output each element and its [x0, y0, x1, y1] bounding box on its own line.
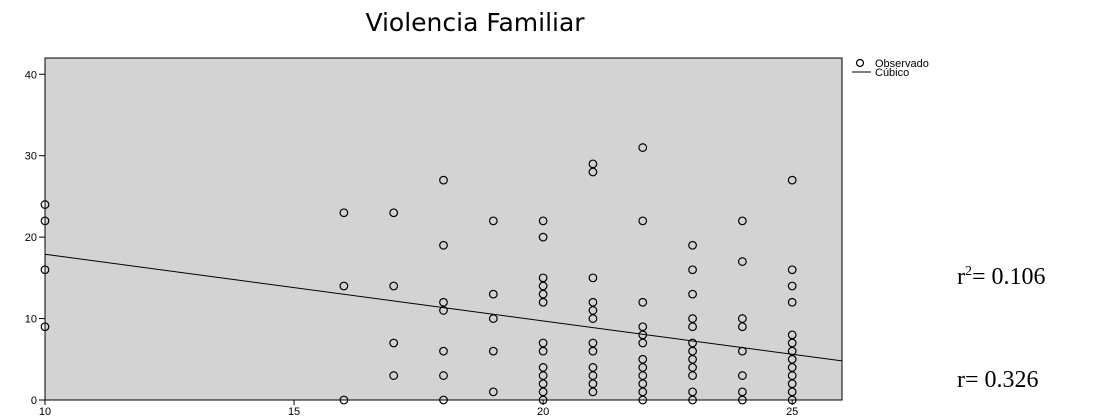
legend-label-cubico: Cúbico — [875, 67, 909, 79]
data-point — [737, 395, 747, 405]
data-point — [389, 281, 399, 291]
y-tick-label: 0 — [31, 395, 37, 407]
x-tick-label: 20 — [537, 406, 549, 418]
data-point — [439, 175, 448, 185]
data-point — [538, 346, 548, 356]
data-point — [588, 167, 598, 177]
data-point — [488, 314, 498, 323]
data-point — [488, 387, 498, 397]
data-point — [737, 216, 747, 226]
x-tick-label: 15 — [288, 406, 300, 418]
data-point — [737, 322, 747, 332]
data-point — [737, 257, 747, 266]
data-point — [787, 281, 797, 291]
data-points — [40, 143, 797, 405]
data-point — [40, 265, 50, 275]
y-tick-label: 30 — [25, 151, 37, 163]
r2-exponent: 2 — [965, 264, 972, 279]
y-tick-label: 10 — [25, 314, 37, 326]
chart-title: Violencia Familiar — [365, 8, 585, 37]
data-point — [787, 265, 797, 275]
r2-value: = 0.106 — [972, 264, 1046, 290]
data-point — [688, 240, 697, 250]
data-point — [638, 216, 648, 226]
data-point — [339, 208, 349, 218]
data-point — [787, 297, 797, 307]
data-point — [588, 273, 598, 283]
data-point — [638, 395, 648, 405]
data-point — [339, 281, 349, 291]
legend-label-observado: Observado — [875, 58, 929, 70]
fit-line — [44, 253, 843, 362]
data-point — [638, 338, 648, 348]
data-point — [339, 395, 349, 405]
data-point — [389, 338, 399, 348]
data-point — [389, 371, 399, 380]
data-point — [439, 240, 448, 250]
data-point — [688, 395, 697, 405]
data-point — [439, 306, 448, 315]
data-point — [538, 395, 548, 405]
data-point — [688, 322, 697, 332]
data-point — [638, 143, 648, 152]
data-point — [40, 200, 50, 209]
data-point — [488, 289, 498, 299]
data-point — [688, 371, 697, 380]
legend-marker-observado — [855, 58, 865, 68]
data-point — [439, 346, 448, 356]
data-point — [40, 216, 50, 226]
data-point — [488, 216, 498, 226]
data-point — [588, 346, 598, 356]
y-tick-label: 20 — [25, 232, 37, 244]
data-point — [538, 216, 548, 226]
data-point — [588, 314, 598, 323]
data-point — [439, 371, 448, 380]
plot-area — [44, 57, 843, 401]
data-point — [688, 265, 697, 275]
y-tick-label: 40 — [25, 69, 37, 81]
x-tick-label: 10 — [39, 406, 51, 418]
legend: Observado Cúbico — [852, 58, 929, 79]
data-point — [638, 297, 648, 307]
data-point — [389, 208, 399, 218]
r2-base: r — [957, 264, 965, 290]
data-point — [787, 395, 797, 405]
data-point — [538, 232, 548, 242]
r-squared-stat: r2= 0.106 — [957, 264, 1046, 291]
r-stat: r= 0.326 — [957, 367, 1039, 393]
data-point — [439, 395, 448, 405]
data-point — [737, 371, 747, 380]
data-point — [488, 346, 498, 356]
x-tick-label: 25 — [786, 406, 798, 418]
data-point — [40, 322, 50, 332]
data-point — [538, 297, 548, 307]
data-point — [787, 175, 797, 185]
data-point — [588, 387, 598, 397]
data-point — [688, 289, 697, 299]
cubic-fit-line — [44, 253, 843, 362]
